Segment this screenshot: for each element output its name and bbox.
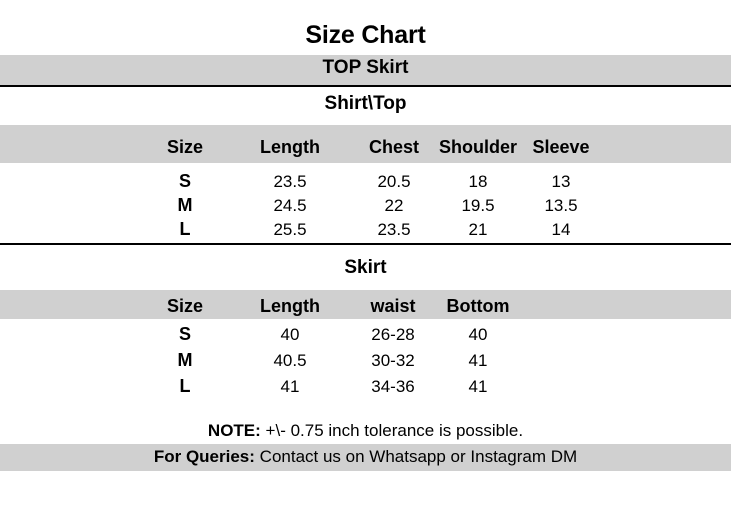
shirt-row-m-length: 24.5 xyxy=(273,196,307,215)
shirt-row-l-chest: 23.5 xyxy=(377,220,411,239)
skirt-row-l-bottom: 41 xyxy=(468,377,488,396)
shirt-header-shoulder: Shoulder xyxy=(438,137,518,157)
top-banner-label: TOP Skirt xyxy=(322,57,409,78)
shirt-header-size: Size xyxy=(166,137,204,157)
note-label: NOTE: xyxy=(207,421,261,440)
shirt-row-s-chest: 20.5 xyxy=(377,172,411,191)
skirt-row-m-size: M xyxy=(177,350,193,370)
skirt-row-s-waist: 26-28 xyxy=(371,325,415,344)
skirt-row-l-size: L xyxy=(179,376,191,396)
skirt-header-length: Length xyxy=(260,296,320,316)
shirt-table-bottom-rule xyxy=(0,243,731,245)
shirt-row-m-chest: 22 xyxy=(384,196,404,215)
skirt-header-waist: waist xyxy=(370,296,416,316)
note-text: +\- 0.75 inch tolerance is possible. xyxy=(265,421,524,440)
skirt-row-s-size: S xyxy=(178,324,192,344)
section-title-skirt: Skirt xyxy=(344,257,387,278)
shirt-row-l-size: L xyxy=(179,219,191,239)
shirt-header-length: Length xyxy=(260,137,320,157)
queries-text: Contact us on Whatsapp or Instagram DM xyxy=(259,447,578,466)
queries-line: For Queries: Contact us on Whatsapp or I… xyxy=(0,447,731,467)
skirt-row-m-bottom: 41 xyxy=(468,351,488,370)
shirt-row-s-shoulder: 18 xyxy=(468,172,488,191)
shirt-row-s-length: 23.5 xyxy=(273,172,307,191)
skirt-header-size: Size xyxy=(166,296,204,316)
page-title: Size Chart xyxy=(305,21,426,49)
skirt-row-m-length: 40.5 xyxy=(273,351,307,370)
queries-band: For Queries: Contact us on Whatsapp or I… xyxy=(0,444,731,471)
shirt-row-l-shoulder: 21 xyxy=(468,220,488,239)
shirt-table-header-band xyxy=(0,125,731,163)
shirt-header-chest: Chest xyxy=(368,137,420,157)
skirt-row-s-bottom: 40 xyxy=(468,325,488,344)
shirt-row-m-sleeve: 13.5 xyxy=(544,196,578,215)
shirt-row-s-sleeve: 13 xyxy=(551,172,571,191)
shirt-header-sleeve: Sleeve xyxy=(532,137,590,157)
queries-label: For Queries: xyxy=(153,447,255,466)
top-banner: TOP Skirt xyxy=(0,55,731,87)
skirt-header-bottom: Bottom xyxy=(446,296,510,316)
shirt-row-m-shoulder: 19.5 xyxy=(461,196,495,215)
shirt-row-s-size: S xyxy=(178,171,192,191)
section-title-shirt-top: Shirt\Top xyxy=(324,93,407,114)
skirt-row-m-waist: 30-32 xyxy=(371,351,415,370)
shirt-row-l-length: 25.5 xyxy=(273,220,307,239)
shirt-row-m-size: M xyxy=(177,195,193,215)
note-line: NOTE: +\- 0.75 inch tolerance is possibl… xyxy=(0,421,731,441)
skirt-table-header-band xyxy=(0,290,731,319)
shirt-row-l-sleeve: 14 xyxy=(551,220,571,239)
skirt-row-l-waist: 34-36 xyxy=(371,377,415,396)
skirt-row-l-length: 41 xyxy=(280,377,300,396)
skirt-row-s-length: 40 xyxy=(280,325,300,344)
